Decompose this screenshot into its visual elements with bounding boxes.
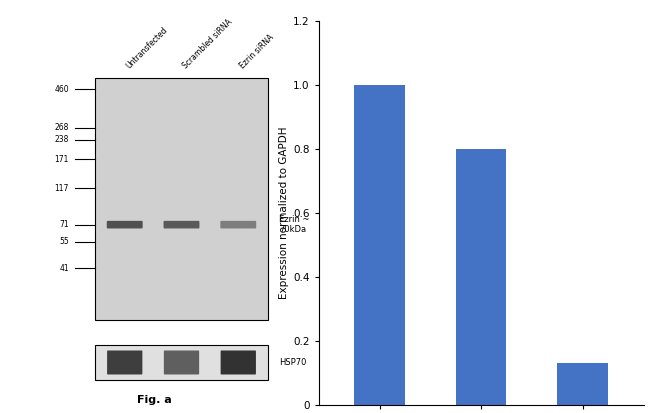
Text: 55: 55 bbox=[59, 237, 69, 246]
Text: 460: 460 bbox=[54, 85, 69, 94]
Text: 117: 117 bbox=[55, 184, 69, 193]
FancyBboxPatch shape bbox=[220, 221, 256, 228]
Text: Untransfected: Untransfected bbox=[125, 26, 170, 71]
Text: 41: 41 bbox=[59, 264, 69, 273]
Bar bbox=[96, 78, 268, 320]
Text: HSP70: HSP70 bbox=[280, 358, 307, 367]
Bar bbox=[557, 363, 608, 405]
Text: 238: 238 bbox=[55, 135, 69, 145]
FancyBboxPatch shape bbox=[107, 351, 142, 375]
Text: Scrambled siRNA: Scrambled siRNA bbox=[181, 18, 235, 71]
FancyBboxPatch shape bbox=[164, 351, 199, 375]
Text: Ezrin ~
70kDa: Ezrin ~ 70kDa bbox=[280, 215, 310, 234]
Text: 171: 171 bbox=[55, 155, 69, 164]
Y-axis label: Expression normalized to GAPDH: Expression normalized to GAPDH bbox=[279, 126, 289, 299]
FancyBboxPatch shape bbox=[107, 221, 142, 228]
Text: Ezrin siRNA: Ezrin siRNA bbox=[239, 33, 276, 71]
Text: 268: 268 bbox=[55, 123, 69, 133]
Text: 71: 71 bbox=[59, 220, 69, 229]
FancyBboxPatch shape bbox=[164, 221, 200, 228]
Bar bbox=[456, 149, 506, 405]
Text: Fig. a: Fig. a bbox=[137, 395, 172, 405]
FancyBboxPatch shape bbox=[220, 351, 256, 375]
Bar bbox=[354, 85, 405, 405]
Bar bbox=[96, 345, 268, 380]
